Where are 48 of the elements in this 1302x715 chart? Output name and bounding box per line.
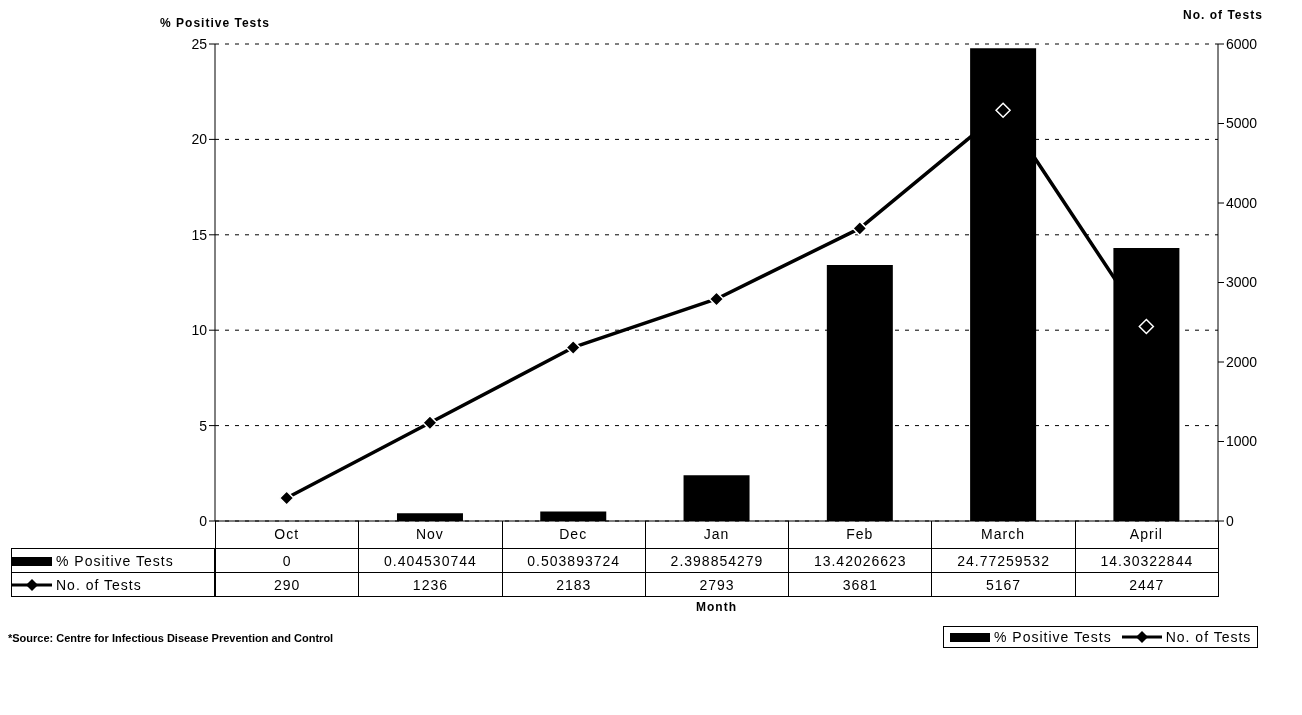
data-label: 0 [215, 548, 360, 573]
data-label: 2447 [1074, 572, 1219, 597]
point [1138, 318, 1155, 335]
y-tick-label: 5 [199, 417, 208, 434]
data-label: 2.398854279 [644, 548, 790, 573]
y2-tick-label: 4000 [1226, 194, 1258, 211]
legend-label: % Positive Tests [994, 629, 1112, 645]
data-label: 14.30322844 [1074, 548, 1219, 573]
x-axis-title: Month [695, 600, 738, 614]
y2-axis-title: No. of Tests [1182, 8, 1264, 22]
text: % Positive Tests [56, 552, 174, 569]
data-label: 1236 [358, 572, 503, 597]
y2-tick-label: 2000 [1226, 353, 1258, 370]
y-axis-title: % Positive Tests [159, 16, 271, 30]
data-label: 5167 [931, 572, 1076, 597]
point [565, 339, 581, 356]
data-label: 290 [215, 572, 360, 597]
data-label: 3681 [788, 572, 933, 597]
text: No. of Tests [56, 576, 142, 593]
y2-tick-label: 6000 [1226, 35, 1258, 52]
x-tick-label: April [1129, 525, 1163, 542]
text: *Source: Centre for Infectious Disease Prevention and Control [8, 632, 334, 644]
y2-tick-label: 5000 [1226, 115, 1258, 132]
x-tick-label: March [981, 525, 1026, 542]
data-label: 2793 [644, 572, 790, 597]
y-tick-label: 0 [199, 512, 208, 529]
x-tick-label: Oct [274, 525, 300, 542]
x-tick-label: Dec [559, 525, 588, 542]
y-tick-label: 25 [191, 35, 208, 52]
data-label: 0.503893724 [501, 548, 646, 573]
data-label: 13.42026623 [788, 548, 933, 573]
legend-label: No. of Tests [1165, 629, 1252, 645]
x-tick-label: Nov [415, 525, 444, 542]
y2-tick-label: 1000 [1226, 433, 1258, 450]
point [852, 220, 868, 237]
point [708, 291, 725, 307]
point [278, 490, 295, 506]
data-label: 24.77259532 [931, 548, 1076, 573]
data-label: 0.404530744 [358, 548, 503, 573]
y-tick-label: 10 [191, 322, 208, 339]
x-tick-label: Jan [703, 525, 730, 542]
x-tick-label: Feb [846, 525, 874, 542]
point [995, 102, 1011, 118]
y-tick-label: 20 [191, 131, 208, 148]
y-tick-label: 15 [191, 226, 208, 243]
y2-tick-label: 3000 [1226, 274, 1258, 291]
data-label: 2183 [501, 572, 646, 597]
y2-tick-label: 0 [1226, 512, 1234, 529]
